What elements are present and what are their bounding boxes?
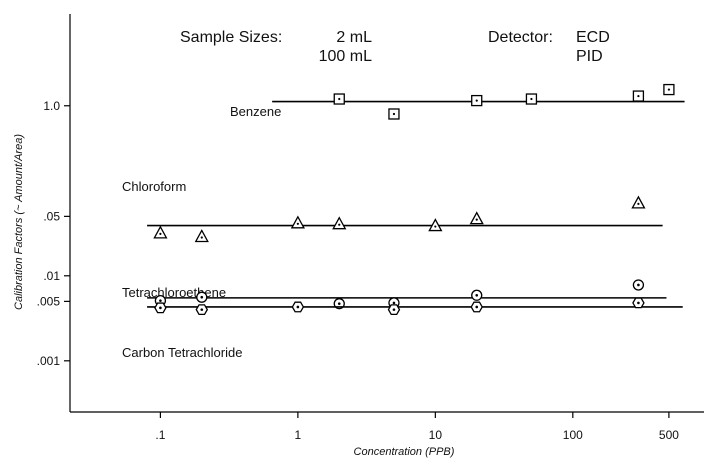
data-point-benzene-dot xyxy=(530,97,533,101)
data-point-chloroform-dot xyxy=(296,222,299,225)
detector-2: PID xyxy=(576,48,603,65)
data-point-tetrachloroethene-dot xyxy=(637,283,640,287)
series-labels: Benzene Chloroform Tetrachloroethene Car… xyxy=(122,104,281,360)
x-axis-title: Concentration (PPB) xyxy=(354,446,455,458)
data-point-benzene-dot xyxy=(637,94,640,98)
data-point-carbon-tetrachloride-dot xyxy=(296,305,300,309)
data-point-tetrachloroethene-dot xyxy=(159,299,162,302)
x-tick-label: 10 xyxy=(429,428,443,442)
data-point-carbon-tetrachloride-dot xyxy=(200,308,204,311)
sample-sizes-label: Sample Sizes: xyxy=(180,29,282,46)
sample-size-2: 100 mL xyxy=(319,48,372,65)
data-point-tetrachloroethene-dot xyxy=(200,295,204,299)
detector-label: Detector: xyxy=(488,29,553,46)
y-axis-title: Calibration Factors (~ Amount/Area) xyxy=(13,134,25,310)
data-point-chloroform-dot xyxy=(338,223,341,226)
y-tick-label: .01 xyxy=(43,269,60,283)
data-point-carbon-tetrachloride-dot xyxy=(475,305,479,309)
data-point-tetrachloroethene-dot xyxy=(475,293,479,297)
data-point-chloroform-dot xyxy=(475,218,478,221)
data-point-chloroform-dot xyxy=(637,202,640,206)
data-point-benzene-dot xyxy=(338,97,341,101)
data-point-chloroform xyxy=(194,229,209,243)
data-point-tetrachloroethene-dot xyxy=(392,301,396,305)
y-tick-label: .001 xyxy=(37,354,61,368)
data-point-chloroform-dot xyxy=(200,236,203,239)
plot-area xyxy=(147,83,685,316)
sample-size-1: 2 mL xyxy=(336,29,372,46)
y-tick-label: .005 xyxy=(37,294,61,308)
data-point-benzene-dot xyxy=(392,112,396,116)
data-point-chloroform xyxy=(428,218,443,232)
data-point-benzene-dot xyxy=(667,88,671,91)
data-point-chloroform-dot xyxy=(159,232,162,235)
series-benzene xyxy=(272,83,685,120)
series-label-benzene: Benzene xyxy=(230,104,281,119)
data-point-chloroform xyxy=(332,216,347,230)
series-label-chloroform: Chloroform xyxy=(122,179,186,194)
y-ticks: 1.0 .05 .01 .005 .001 xyxy=(37,99,70,368)
data-point-chloroform xyxy=(469,211,484,225)
x-tick-label: 100 xyxy=(563,428,583,442)
data-point-carbon-tetrachloride-dot xyxy=(159,306,162,310)
series-carbon-tetrachloride xyxy=(147,297,683,316)
data-point-chloroform xyxy=(153,225,168,239)
x-tick-label: 1 xyxy=(295,428,302,442)
x-tick-label: .1 xyxy=(155,428,165,442)
data-point-benzene-dot xyxy=(475,99,478,102)
y-tick-label: .05 xyxy=(43,209,60,223)
series-chloroform xyxy=(147,195,663,243)
y-tick-label: 1.0 xyxy=(43,99,60,113)
data-point-carbon-tetrachloride-dot xyxy=(392,308,396,311)
series-label-carbon-tetrachloride: Carbon Tetrachloride xyxy=(122,345,242,360)
detector-1: ECD xyxy=(576,29,610,46)
data-point-chloroform xyxy=(290,215,305,229)
data-point-tetrachloroethene-dot xyxy=(337,302,341,305)
x-ticks: .1 1 10 100 500 xyxy=(155,412,679,442)
x-tick-label: 500 xyxy=(659,428,679,442)
data-point-chloroform xyxy=(631,195,646,209)
data-point-chloroform-dot xyxy=(434,225,437,228)
data-point-carbon-tetrachloride-dot xyxy=(637,301,640,305)
axes xyxy=(69,14,704,413)
header-annotation: Sample Sizes: 2 mL 100 mL Detector: ECD … xyxy=(180,29,610,65)
